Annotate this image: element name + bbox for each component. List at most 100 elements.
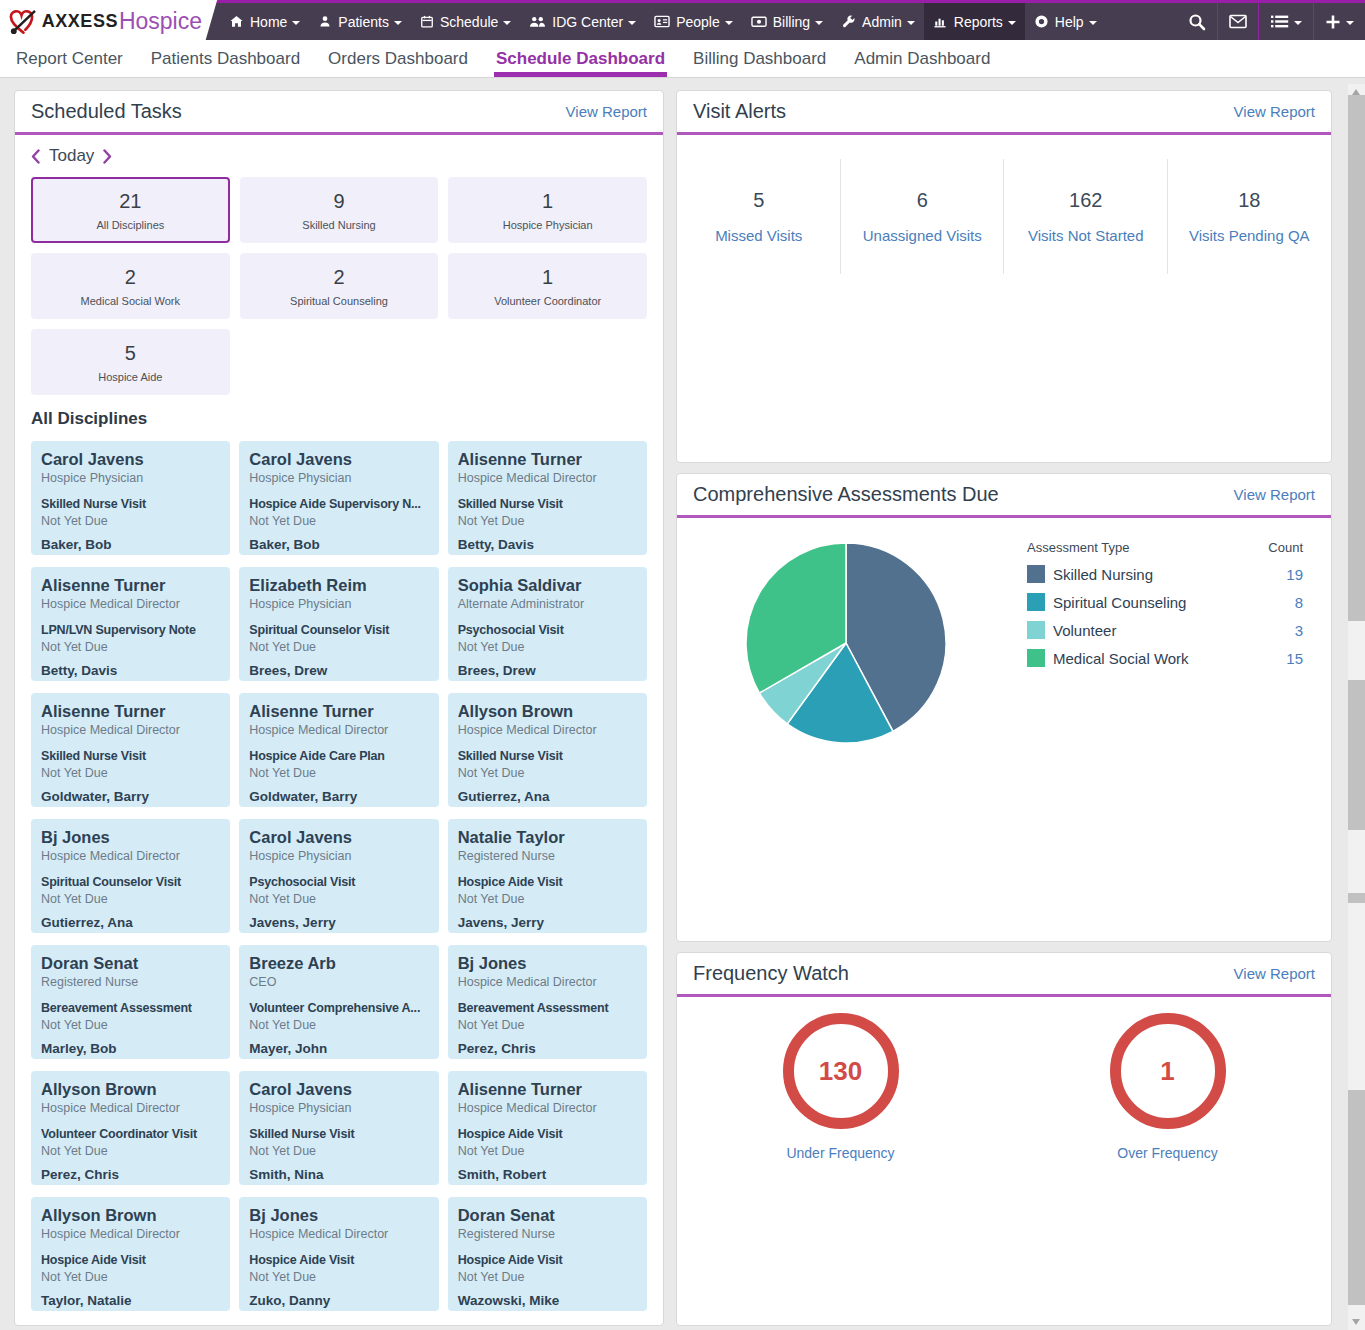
scheduled-tasks-view-report-link[interactable]: View Report <box>566 103 647 120</box>
search-icon <box>1188 13 1206 31</box>
task-card[interactable]: Carol Javens Hospice Physician Hospice A… <box>239 441 438 555</box>
task-due-status: Not Yet Due <box>249 1143 428 1160</box>
nav-home[interactable]: Home <box>220 3 309 40</box>
clinician-name: Alisenne Turner <box>249 701 428 722</box>
axxess-logo[interactable]: AXXESS Hospice <box>0 0 202 43</box>
task-card[interactable]: Alisenne Turner Hospice Medical Director… <box>31 567 230 681</box>
tab-patients-dashboard[interactable]: Patients Dashboard <box>137 40 314 77</box>
scrollbar-thumb[interactable] <box>1348 893 1365 903</box>
tab-orders-dashboard[interactable]: Orders Dashboard <box>314 40 482 77</box>
tab-billing-dashboard[interactable]: Billing Dashboard <box>679 40 840 77</box>
task-type: LPN/LVN Supervisory Note <box>41 621 220 639</box>
add-button[interactable] <box>1313 3 1365 40</box>
discipline-label: Spiritual Counseling <box>290 295 388 307</box>
task-type: Bereavement Assessment <box>41 999 220 1017</box>
nav-reports[interactable]: Reports <box>924 3 1025 40</box>
messages-button[interactable] <box>1217 3 1258 40</box>
legend-count[interactable]: 19 <box>1286 566 1303 583</box>
task-type: Hospice Aide Supervisory N... <box>249 495 428 513</box>
discipline-label: Hospice Physician <box>503 219 593 231</box>
discipline-label: Medical Social Work <box>81 295 180 307</box>
page-scrollbar[interactable] <box>1348 84 1365 1330</box>
frequency-count: 1 <box>1160 1056 1174 1087</box>
task-card[interactable]: Bj Jones Hospice Medical Director Hospic… <box>239 1197 438 1311</box>
assessments-legend: Assessment Type Count Skilled Nursing 19 <box>1027 540 1303 750</box>
scrollbar-thumb[interactable] <box>1348 95 1365 621</box>
frequency-watch-title: Frequency Watch <box>693 962 849 985</box>
discipline-filter-card[interactable]: 21 All Disciplines <box>31 177 230 243</box>
task-card[interactable]: Doran Senat Registered Nurse Hospice Aid… <box>448 1197 647 1311</box>
clinician-name: Bj Jones <box>458 953 637 974</box>
task-card[interactable]: Allyson Brown Hospice Medical Director H… <box>31 1197 230 1311</box>
visit-alert-link[interactable]: Visits Pending QA <box>1168 227 1332 244</box>
task-card[interactable]: Alisenne Turner Hospice Medical Director… <box>448 441 647 555</box>
visit-alert-link[interactable]: Missed Visits <box>677 227 841 244</box>
task-card[interactable]: Alisenne Turner Hospice Medical Director… <box>31 693 230 807</box>
task-card[interactable]: Carol Javens Hospice Physician Psychosoc… <box>239 819 438 933</box>
task-card[interactable]: Allyson Brown Hospice Medical Director S… <box>448 693 647 807</box>
assessments-view-report-link[interactable]: View Report <box>1234 486 1315 503</box>
patient-name: Betty, Davis <box>458 536 637 554</box>
task-card[interactable]: Bj Jones Hospice Medical Director Bereav… <box>448 945 647 1059</box>
discipline-filter-card[interactable]: 2 Spiritual Counseling <box>240 253 439 319</box>
nav-idg-center[interactable]: IDG Center <box>520 3 645 40</box>
task-card[interactable]: Doran Senat Registered Nurse Bereavement… <box>31 945 230 1059</box>
visit-alert-link[interactable]: Visits Not Started <box>1004 227 1168 244</box>
scrollbar-thumb[interactable] <box>1348 680 1365 830</box>
clinician-role: Hospice Medical Director <box>41 1100 220 1117</box>
tab-admin-dashboard[interactable]: Admin Dashboard <box>840 40 1004 77</box>
chevron-down-icon <box>503 21 511 25</box>
patient-name: Smith, Robert <box>458 1166 637 1184</box>
task-card[interactable]: Natalie Taylor Registered Nurse Hospice … <box>448 819 647 933</box>
frequency-link[interactable]: Over Frequency <box>1117 1145 1217 1161</box>
task-type: Hospice Aide Visit <box>458 1125 637 1143</box>
nav-people[interactable]: People <box>645 3 742 40</box>
tab-schedule-dashboard[interactable]: Schedule Dashboard <box>482 40 679 77</box>
tab-report-center[interactable]: Report Center <box>2 40 137 77</box>
task-card[interactable]: Sophia Saldivar Alternate Administrator … <box>448 567 647 681</box>
legend-count[interactable]: 8 <box>1295 594 1303 611</box>
next-day-button[interactable] <box>103 149 112 164</box>
task-card[interactable]: Alisenne Turner Hospice Medical Director… <box>239 693 438 807</box>
task-type: Skilled Nurse Visit <box>41 747 220 765</box>
assessments-panel: Comprehensive Assessments Due View Repor… <box>676 473 1332 942</box>
chevron-down-icon <box>725 21 733 25</box>
task-due-status: Not Yet Due <box>41 1269 220 1286</box>
legend-row: Spiritual Counseling 8 <box>1027 593 1303 611</box>
frequency-stat: 1 Over Frequency <box>1004 1013 1331 1161</box>
billing-icon <box>751 14 767 29</box>
prev-day-button[interactable] <box>31 149 40 164</box>
scrollbar-thumb[interactable] <box>1348 1090 1365 1305</box>
task-card[interactable]: Breeze Arb CEO Volunteer Comprehensive A… <box>239 945 438 1059</box>
nav-admin[interactable]: Admin <box>832 3 924 40</box>
nav-help[interactable]: Help <box>1025 3 1106 40</box>
discipline-filter-card[interactable]: 5 Hospice Aide <box>31 329 230 395</box>
frequency-watch-view-report-link[interactable]: View Report <box>1234 965 1315 982</box>
menu-list-button[interactable] <box>1258 3 1313 40</box>
search-button[interactable] <box>1177 3 1217 40</box>
scroll-down-arrow[interactable] <box>1352 1319 1360 1325</box>
discipline-filter-card[interactable]: 1 Volunteer Coordinator <box>448 253 647 319</box>
discipline-filter-card[interactable]: 2 Medical Social Work <box>31 253 230 319</box>
legend-count[interactable]: 3 <box>1295 622 1303 639</box>
task-card[interactable]: Bj Jones Hospice Medical Director Spirit… <box>31 819 230 933</box>
visit-alerts-view-report-link[interactable]: View Report <box>1234 103 1315 120</box>
task-card[interactable]: Elizabeth Reim Hospice Physician Spiritu… <box>239 567 438 681</box>
dashboard-content: Scheduled Tasks View Report Today 21 All… <box>14 90 1349 1326</box>
nav-patients[interactable]: Patients <box>309 3 411 40</box>
frequency-link[interactable]: Under Frequency <box>786 1145 894 1161</box>
clinician-role: Hospice Physician <box>41 470 220 487</box>
task-card[interactable]: Alisenne Turner Hospice Medical Director… <box>448 1071 647 1185</box>
task-type: Psychosocial Visit <box>249 873 428 891</box>
task-card[interactable]: Carol Javens Hospice Physician Skilled N… <box>31 441 230 555</box>
nav-schedule[interactable]: Schedule <box>411 3 520 40</box>
home-icon <box>229 14 244 29</box>
legend-count[interactable]: 15 <box>1286 650 1303 667</box>
task-card[interactable]: Allyson Brown Hospice Medical Director V… <box>31 1071 230 1185</box>
task-card[interactable]: Carol Javens Hospice Physician Skilled N… <box>239 1071 438 1185</box>
discipline-filter-card[interactable]: 1 Hospice Physician <box>448 177 647 243</box>
discipline-filter-card[interactable]: 9 Skilled Nursing <box>240 177 439 243</box>
visit-alert-link[interactable]: Unassigned Visits <box>841 227 1005 244</box>
task-type: Skilled Nurse Visit <box>458 495 637 513</box>
nav-billing[interactable]: Billing <box>742 3 832 40</box>
